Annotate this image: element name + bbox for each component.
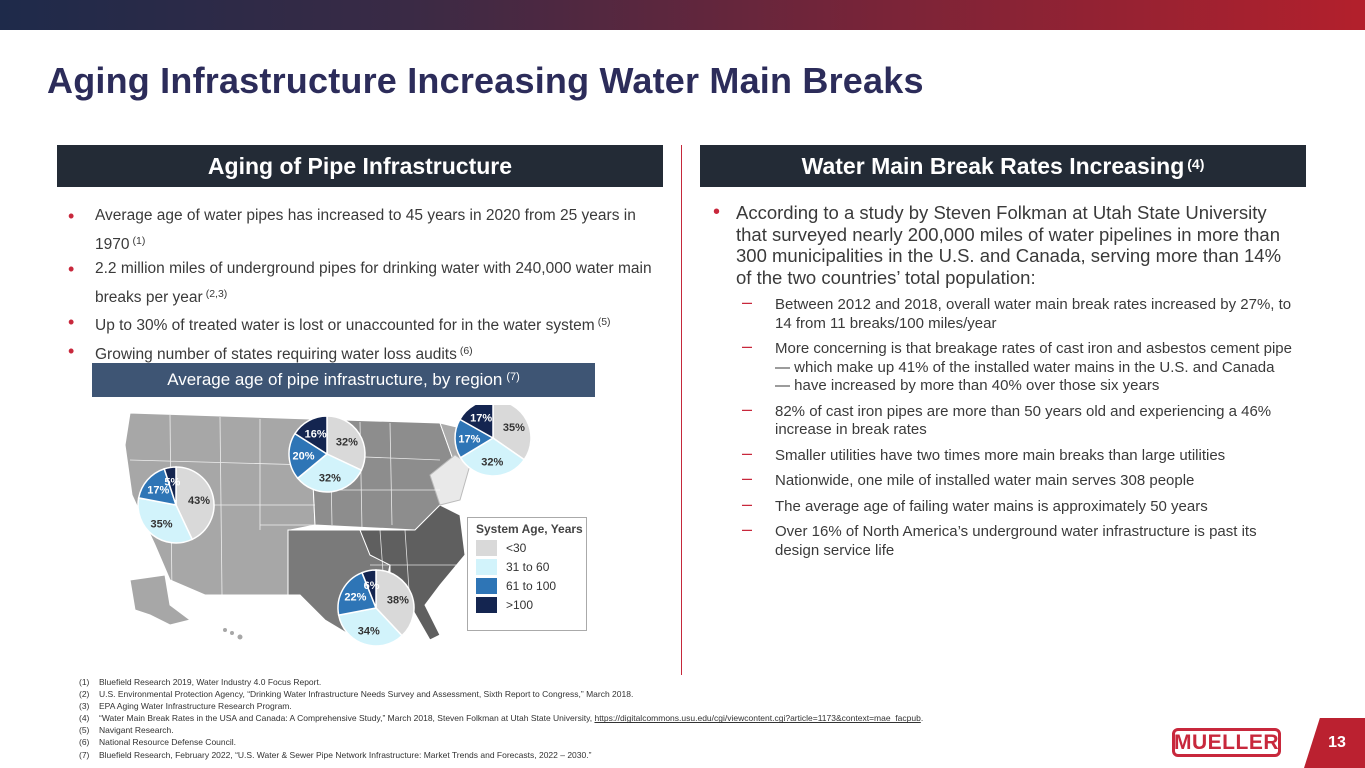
pie-label: 17% (147, 484, 169, 496)
pie-label: 20% (292, 450, 314, 462)
legend-swatch (476, 578, 497, 594)
map-region-alaska (129, 574, 192, 626)
pie-slice (337, 571, 378, 616)
right-sub-bullets: Between 2012 and 2018, overall water mai… (713, 293, 1293, 560)
right-main-bullet: According to a study by Steven Folkman a… (713, 202, 1293, 288)
right-sub-bullet: Nationwide, one mile of installed water … (713, 469, 1293, 491)
right-sub-bullet: More concerning is that breakage rates o… (713, 337, 1293, 396)
pie-label: 5% (164, 477, 180, 489)
pie-slice (361, 569, 377, 609)
footnote: (7) Bluefield Research, February 2022, “U… (79, 749, 592, 760)
pie-slice (326, 415, 366, 472)
pie-label: 43% (188, 495, 210, 507)
footnote: (3) EPA Aging Water Infrastructure Resear… (79, 701, 292, 712)
pie-west: 43% 35% 17%5% (137, 466, 215, 544)
right-section-header-text: Water Main Break Rates Increasing (801, 152, 1185, 179)
footnote: (6) National Resource Defense Council. (79, 737, 237, 748)
legend-swatch (476, 559, 497, 575)
pie-slice (492, 405, 532, 461)
pie-northeast: 35%32%17%17% (454, 405, 532, 477)
mueller-logo: MUELLER (1172, 728, 1281, 757)
left-bullet: Up to 30% of treated water is lost or un… (68, 310, 658, 339)
right-section-header: Water Main Break Rates Increasing (4) (700, 145, 1306, 187)
map-caption: Average age of pipe infrastructure, by r… (92, 363, 595, 397)
pie-slice (375, 569, 415, 637)
pie-label: 35% (503, 422, 525, 434)
pie-slice (459, 437, 526, 477)
pie-slice (288, 432, 329, 480)
pie-label: 32% (336, 436, 358, 448)
pie-slice (293, 415, 328, 456)
right-sub-bullet: The average age of failing water mains i… (713, 495, 1293, 517)
footnote: (1) Bluefield Research 2019, Water Indust… (79, 677, 322, 687)
left-bullet-list: Average age of water pipes has increased… (68, 204, 658, 367)
pie-label: 22% (344, 592, 366, 604)
top-gradient-bar (0, 0, 1365, 30)
right-bullet-list: According to a study by Steven Folkman a… (713, 202, 1293, 567)
pie-slice (163, 466, 177, 506)
right-sub-bullet: 82% of cast iron pipes are more than 50 … (713, 400, 1293, 440)
pie-slice (137, 497, 194, 544)
pie-label: 35% (151, 519, 173, 531)
pie-slice (175, 466, 215, 541)
map-region-hawaii (223, 628, 243, 640)
map-region-new-england (429, 454, 471, 506)
map-caption-text: Average age of pipe infrastructure, by r… (167, 370, 503, 389)
left-section-header: Aging of Pipe Infrastructure (57, 145, 663, 187)
legend-swatch (476, 540, 497, 556)
pie-label: 32% (481, 457, 503, 469)
column-divider (681, 145, 682, 675)
pie-label: 32% (319, 472, 341, 484)
pie-slice (296, 453, 363, 493)
page-number: 13 (1328, 734, 1346, 751)
right-sub-bullet: Between 2012 and 2018, overall water mai… (713, 293, 1293, 333)
legend-item: <30 (476, 540, 586, 556)
left-bullet: Growing number of states requiring water… (68, 339, 658, 368)
footnote: (5) Navigant Research. (79, 725, 174, 736)
footnote: (2) U.S. Environmental Protection Agency,… (79, 689, 634, 700)
right-section-header-ref: (4) (1187, 156, 1205, 172)
pie-label: 6% (364, 580, 380, 592)
map-region-south (359, 504, 466, 641)
pie-midwest: 32% 32% 20% 16% (288, 415, 366, 493)
footnotes: (1) Bluefield Research 2019, Water Indust… (79, 676, 923, 761)
legend-swatch (476, 597, 497, 613)
pie-slice (337, 607, 404, 647)
right-sub-bullet: Smaller utilities have two times more ma… (713, 444, 1293, 466)
legend-item: 31 to 60 (476, 559, 586, 575)
pie-label: 16% (305, 428, 327, 440)
us-map-pie-chart: 43%35%17%5%32%32%20%16%35%32%17%17%38%34… (124, 405, 532, 647)
pie-label: 34% (358, 625, 380, 637)
pie-south: 38% 34% 22%6% (337, 569, 415, 647)
legend-item: >100 (476, 597, 586, 613)
left-section-header-text: Aging of Pipe Infrastructure (207, 152, 513, 179)
left-bullet: Average age of water pipes has increased… (68, 204, 658, 257)
map-caption-ref: (7) (506, 371, 520, 383)
footnote: (4) “Water Main Break Rates in the USA an… (79, 713, 924, 724)
page-title: Aging Infrastructure Increasing Water Ma… (47, 60, 924, 101)
pie-label: 17% (470, 413, 492, 425)
right-sub-bullet: Over 16% of North America’s underground … (713, 520, 1293, 560)
map-legend: System Age, Years <30 31 to 60 61 to 100… (467, 517, 587, 631)
footnote-link[interactable]: https://digitalcommons.usu.edu/cgi/viewc… (594, 713, 921, 724)
pie-charts: 43%35%17%5%32%32%20%16%35%32%17%17%38%34… (137, 405, 532, 647)
pie-label: 38% (387, 594, 409, 606)
legend-title: System Age, Years (476, 522, 583, 536)
legend-item: 61 to 100 (476, 578, 586, 594)
left-bullet: 2.2 million miles of underground pipes f… (68, 257, 658, 310)
pie-label: 17% (458, 433, 480, 445)
pie-slice (458, 405, 494, 440)
